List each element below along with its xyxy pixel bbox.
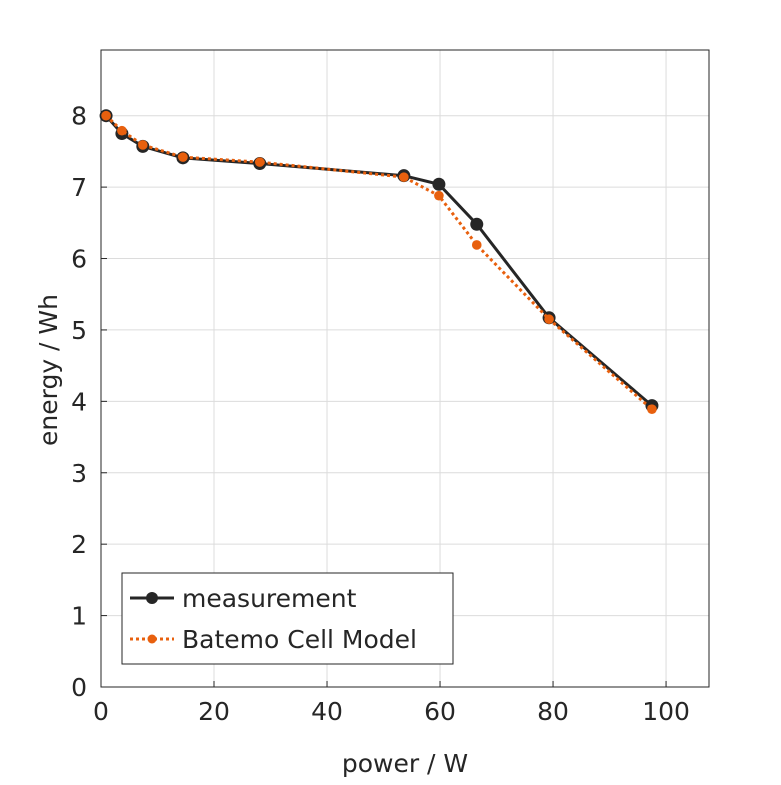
series-line-model [105,114,653,411]
model-point [544,314,554,325]
x-tick-label: 80 [537,697,569,726]
x-tick-label: 40 [311,697,343,726]
model-point [138,140,148,150]
legend: measurement Batemo Cell Model [121,572,454,665]
x-tick-label: 100 [642,697,690,726]
tick-labels: 0 20 40 60 80 100 0 1 2 3 4 5 6 7 8 [71,102,690,726]
legend-model-marker [147,634,157,644]
legend-measurement-label: measurement [182,584,357,613]
y-tick-label: 2 [71,530,87,559]
model-point [178,152,188,162]
y-tick-label: 1 [71,602,87,631]
x-tick-label: 20 [198,697,230,726]
y-tick-label: 0 [71,673,87,702]
model-point [254,157,265,167]
y-tick-label: 7 [71,173,87,202]
model-point [647,404,657,415]
model-point [471,240,482,250]
y-tick-label: 5 [71,316,87,345]
y-tick-label: 4 [71,387,87,416]
y-axis-label: energy / Wh [34,294,63,446]
model-point [434,190,444,201]
measurement-point [470,217,484,231]
measurement-point [432,177,446,191]
model-point [399,172,409,182]
x-axis-label: power / W [342,749,468,778]
x-tick-label: 60 [424,697,456,726]
plot-area-frame [100,49,710,688]
y-tick-label: 3 [71,459,87,488]
model-point [117,125,127,136]
series-line-measurement [104,114,653,407]
model-point [101,110,111,121]
legend-model-label: Batemo Cell Model [182,625,417,654]
y-tick-label: 8 [71,102,87,131]
y-tick-label: 6 [71,245,87,274]
series-group [99,109,659,415]
x-tick-label: 0 [93,697,109,726]
legend-measurement-marker [146,592,158,604]
legend-box [121,572,454,665]
